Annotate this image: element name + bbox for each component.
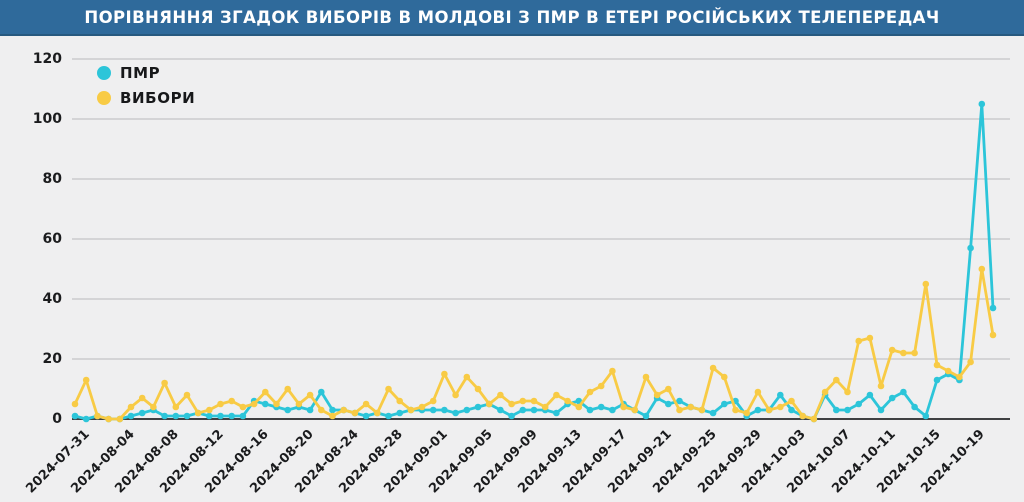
y-tick-label: 20 bbox=[42, 351, 62, 367]
pmr-legend-dot-icon bbox=[97, 65, 111, 80]
legend-label-pmr: ПМР bbox=[120, 63, 161, 82]
y-tick-label: 80 bbox=[42, 171, 62, 187]
y-tick-label: 0 bbox=[52, 411, 62, 427]
y-tick-label: 120 bbox=[32, 51, 62, 67]
legend-label-vybory: ВИБОРИ bbox=[120, 88, 196, 107]
legend-item-vybory: ВИБОРИ bbox=[97, 87, 195, 108]
legend: ПМР ВИБОРИ bbox=[97, 62, 195, 108]
vybory-legend-dot-icon bbox=[97, 90, 111, 105]
legend-item-pmr: ПМР bbox=[97, 62, 195, 83]
title-bar: ПОРІВНЯННЯ ЗГАДОК ВИБОРІВ В МОЛДОВІ З ПМ… bbox=[0, 0, 1024, 36]
pmr-line-series bbox=[71, 100, 997, 423]
y-tick-label: 40 bbox=[42, 291, 62, 307]
page-title: ПОРІВНЯННЯ ЗГАДОК ВИБОРІВ В МОЛДОВІ З ПМ… bbox=[84, 7, 940, 27]
vybory-line-series bbox=[71, 265, 997, 423]
gridlines bbox=[72, 58, 1010, 420]
y-tick-label: 60 bbox=[42, 231, 62, 247]
y-tick-label: 100 bbox=[32, 111, 62, 127]
